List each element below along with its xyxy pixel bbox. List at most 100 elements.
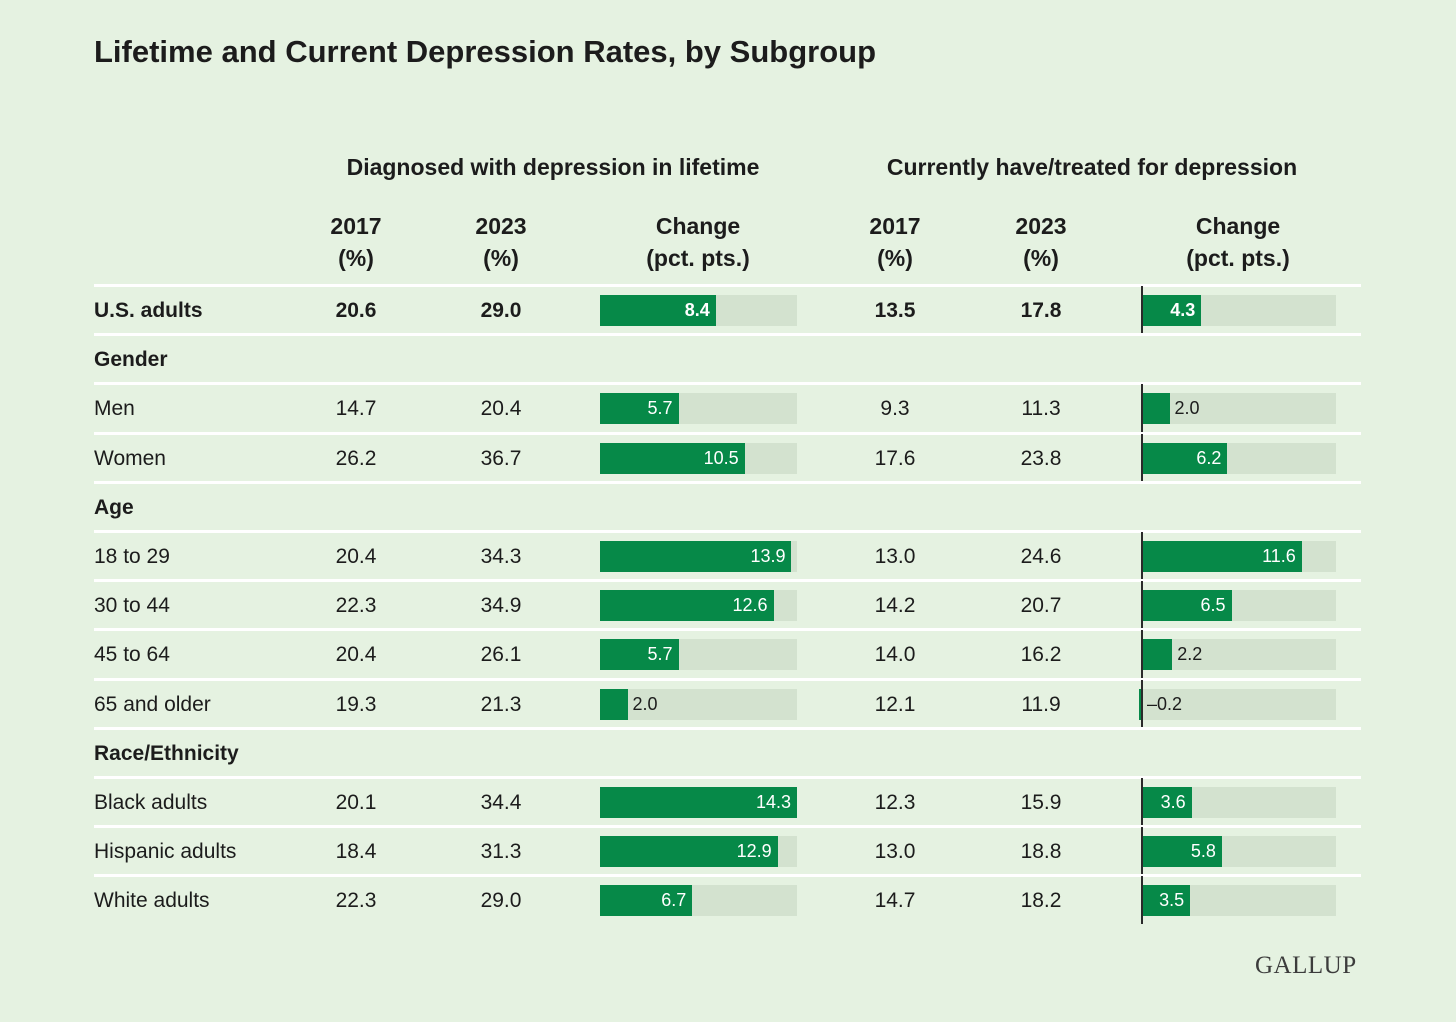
- current-change-bar: [1142, 885, 1191, 917]
- current-2017-value: 14.2: [874, 594, 916, 618]
- current-change-value: 5.8: [1190, 841, 1216, 862]
- current-change-track: [1142, 688, 1336, 720]
- col-head-lifetime-2017: 2017 (%): [330, 213, 382, 271]
- current-2023-value: 16.2: [1020, 643, 1062, 667]
- row-rule: [94, 579, 1361, 583]
- current-change-bar: [1142, 442, 1228, 474]
- current-change-value: –0.2: [1147, 693, 1183, 714]
- lifetime-2023-value: 21.3: [480, 692, 522, 716]
- lifetime-2023-value: 34.4: [480, 791, 522, 814]
- current-change-track: [1142, 639, 1336, 671]
- current-2017-value: 13.0: [874, 545, 916, 568]
- current-change-axis-line: [1141, 827, 1143, 875]
- current-change-axis-line: [1141, 778, 1143, 826]
- current-change-axis-line: [1141, 433, 1143, 481]
- group-header-current: Currently have/treated for depression: [886, 154, 1298, 180]
- col-head-current-2023: 2023 (%): [1015, 213, 1067, 271]
- lifetime-2017-value: 22.3: [335, 889, 377, 913]
- section-label: Race/Ethnicity: [94, 741, 239, 765]
- row-label: 45 to 64: [94, 643, 170, 667]
- lifetime-2023-value: 34.3: [480, 545, 522, 568]
- lifetime-change-value: 12.9: [736, 841, 772, 862]
- current-change-value: 4.3: [1170, 300, 1196, 320]
- current-change-bar: [1142, 590, 1232, 622]
- row-rule: [94, 677, 1361, 681]
- current-2017-value: 14.0: [874, 643, 916, 667]
- current-change-axis-line: [1141, 679, 1143, 727]
- current-2017-value: 14.7: [874, 889, 916, 913]
- current-2023-value: 17.8: [1020, 299, 1062, 322]
- current-change-bar: [1139, 688, 1142, 720]
- current-change-axis-line: [1141, 286, 1143, 334]
- current-change-axis-line: [1141, 384, 1143, 432]
- current-change-value: 6.5: [1200, 595, 1226, 616]
- current-2023-value: 20.7: [1020, 594, 1062, 618]
- row-rule: [94, 431, 1361, 435]
- lifetime-2023-value: 29.0: [480, 299, 522, 322]
- current-change-track: [1142, 393, 1336, 425]
- lifetime-change-bar: [600, 639, 679, 671]
- lifetime-2017-value: 20.4: [335, 643, 377, 667]
- current-change-axis-line: [1141, 630, 1143, 678]
- current-change-value: 2.2: [1177, 644, 1203, 665]
- row-label: White adults: [94, 889, 210, 913]
- lifetime-change-bar: [600, 787, 797, 818]
- lifetime-change-bar: [600, 393, 679, 425]
- lifetime-change-bar: [600, 295, 716, 326]
- row-label: Women: [94, 446, 166, 470]
- lifetime-change-value: 14.3: [755, 792, 791, 812]
- current-change-axis-line: [1141, 532, 1143, 580]
- chart-title: Lifetime and Current Depression Rates, b…: [94, 34, 877, 69]
- row-rule: [94, 874, 1361, 878]
- current-2017-value: 12.3: [874, 791, 916, 814]
- col-head-current-change: Change (pct. pts.): [1186, 213, 1290, 271]
- row-label: Black adults: [94, 791, 208, 814]
- row-rule: [94, 333, 1361, 337]
- lifetime-2017-value: 20.1: [335, 791, 377, 814]
- row-rule: [94, 284, 1361, 287]
- lifetime-2017-value: 20.6: [335, 299, 377, 322]
- lifetime-change-bar: [600, 442, 745, 474]
- lifetime-change-bar: [600, 688, 628, 720]
- current-change-value: 3.5: [1159, 890, 1185, 911]
- row-rule: [94, 530, 1361, 533]
- current-change-bar: [1142, 787, 1192, 818]
- lifetime-change-track: [600, 688, 797, 720]
- section-label: Gender: [94, 348, 168, 372]
- lifetime-change-value: 8.4: [684, 300, 710, 320]
- current-change-value: 6.2: [1196, 447, 1222, 468]
- row-label: Hispanic adults: [94, 840, 237, 864]
- row-rule: [94, 628, 1361, 632]
- current-2023-value: 18.2: [1020, 889, 1062, 913]
- current-change-bar: [1142, 639, 1173, 671]
- group-header-lifetime: Diagnosed with depression in lifetime: [346, 154, 760, 180]
- current-2017-value: 9.3: [880, 397, 910, 421]
- current-2017-value: 17.6: [874, 446, 916, 470]
- lifetime-change-bar: [600, 590, 774, 622]
- current-2023-value: 18.8: [1020, 840, 1062, 864]
- current-2017-value: 12.1: [874, 692, 916, 716]
- col-head-current-2017: 2017 (%): [869, 213, 921, 271]
- lifetime-change-value: 5.7: [647, 644, 673, 665]
- lifetime-2023-value: 20.4: [480, 397, 522, 421]
- current-2017-value: 13.0: [874, 840, 916, 864]
- row-label: Men: [94, 397, 135, 421]
- current-change-axis-line: [1141, 581, 1143, 629]
- lifetime-change-bar: [600, 885, 693, 917]
- lifetime-change-value: 10.5: [703, 447, 739, 468]
- row-rule: [94, 825, 1361, 829]
- lifetime-2023-value: 36.7: [480, 446, 522, 470]
- lifetime-2017-value: 18.4: [335, 840, 377, 864]
- current-change-bar: [1142, 541, 1302, 572]
- lifetime-change-value: 12.6: [732, 595, 768, 616]
- row-label: U.S. adults: [94, 299, 203, 322]
- current-2023-value: 15.9: [1020, 791, 1062, 814]
- row-rule: [94, 480, 1361, 484]
- lifetime-2017-value: 20.4: [335, 545, 377, 568]
- col-head-lifetime-2023: 2023 (%): [475, 213, 527, 271]
- col-head-lifetime-change: Change (pct. pts.): [646, 213, 750, 271]
- row-rule: [94, 726, 1361, 730]
- current-2023-value: 11.9: [1021, 692, 1061, 716]
- row-rule: [94, 776, 1361, 779]
- current-change-bar: [1142, 393, 1170, 425]
